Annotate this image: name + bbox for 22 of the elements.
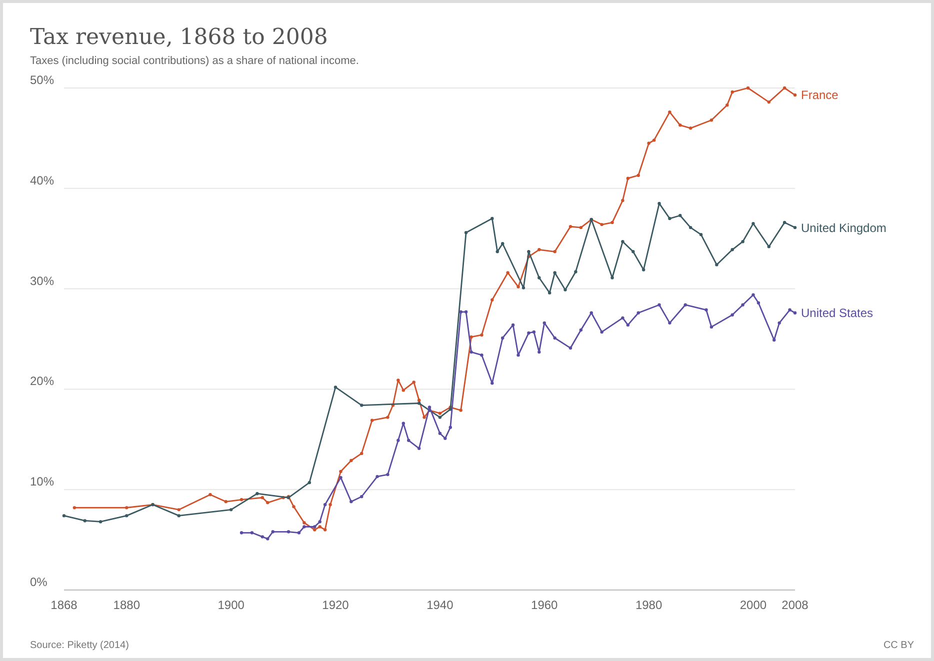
series-label: France [801,88,839,102]
x-tick-label: 1880 [113,598,140,612]
y-tick-label: 10% [30,474,54,489]
chart-subtitle: Taxes (including social contributions) as a share of national income. [30,55,359,67]
y-tick-label: 0% [30,575,48,589]
x-tick-label: 1940 [426,598,454,612]
y-tick-label: 30% [30,274,54,288]
x-tick-label: 2008 [782,598,809,612]
x-tick-label: 1868 [50,598,78,612]
y-tick-label: 50% [30,73,54,87]
y-tick-label: 40% [30,173,54,188]
x-tick-label: 1920 [322,598,350,612]
x-tick-label: 2000 [740,598,767,612]
series-label: United States [801,306,874,320]
x-tick-label: 1960 [531,598,558,612]
text: CC BY [883,640,914,651]
chart-title: Tax revenue, 1868 to 2008 [30,25,328,50]
source-note: Source: Piketty (2014) [30,640,129,651]
series-label: United Kingdom [801,220,886,235]
y-tick-label: 20% [30,374,54,388]
x-tick-label: 1980 [635,598,662,612]
x-tick-label: 1900 [218,598,245,612]
